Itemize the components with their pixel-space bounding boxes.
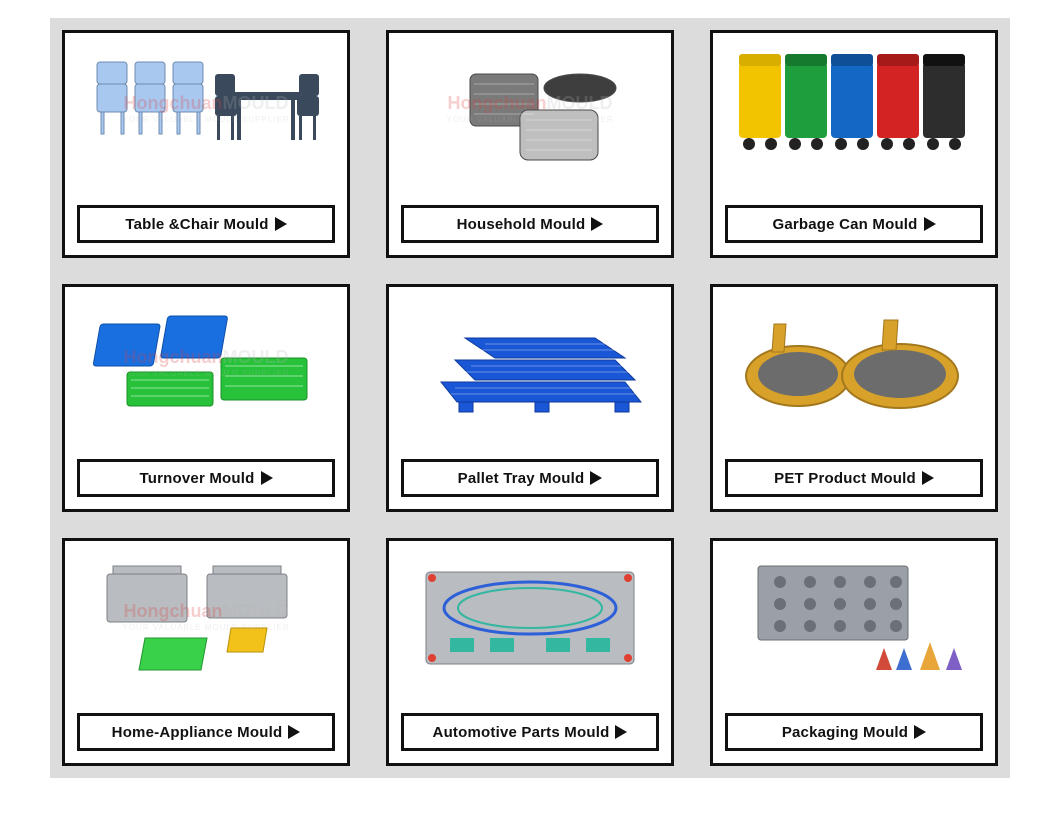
automotive-button[interactable]: Automotive Parts Mould bbox=[401, 713, 659, 751]
card-automotive: Automotive Parts Mould bbox=[386, 538, 674, 766]
label-text: Turnover Mould bbox=[139, 470, 254, 487]
card-home-appliance: HongchuanMOULD YOUR VALUABLE MOULD SUPPL… bbox=[62, 538, 350, 766]
illus-table-chair bbox=[75, 43, 337, 175]
table-chair-button[interactable]: Table &Chair Mould bbox=[77, 205, 335, 243]
pet-product-button[interactable]: PET Product Mould bbox=[725, 459, 983, 497]
label-text: Household Mould bbox=[457, 216, 586, 233]
arrow-right-icon bbox=[275, 217, 287, 231]
label-text: Garbage Can Mould bbox=[772, 216, 917, 233]
illus-pet-product bbox=[723, 297, 985, 429]
card-household: HongchuanMOULD YOUR VALUABLE MOULD SUPPL… bbox=[386, 30, 674, 258]
pallet-tray-button[interactable]: Pallet Tray Mould bbox=[401, 459, 659, 497]
label-text: PET Product Mould bbox=[774, 470, 916, 487]
packaging-button[interactable]: Packaging Mould bbox=[725, 713, 983, 751]
card-pallet-tray: Pallet Tray Mould bbox=[386, 284, 674, 512]
product-category-grid: HongchuanMOULD YOUR VALUABLE MOULD SUPPL… bbox=[50, 18, 1010, 778]
card-table-chair: HongchuanMOULD YOUR VALUABLE MOULD SUPPL… bbox=[62, 30, 350, 258]
label-text: Automotive Parts Mould bbox=[433, 724, 610, 741]
illus-home-appliance bbox=[75, 551, 337, 683]
card-turnover: HongchuanMOULD YOUR VALUABLE MOULD SUPPL… bbox=[62, 284, 350, 512]
card-garbage-can: Garbage Can Mould bbox=[710, 30, 998, 258]
arrow-right-icon bbox=[924, 217, 936, 231]
arrow-right-icon bbox=[591, 217, 603, 231]
arrow-right-icon bbox=[590, 471, 602, 485]
label-text: Home-Appliance Mould bbox=[112, 724, 283, 741]
illus-pallet-tray bbox=[399, 297, 661, 429]
label-text: Table &Chair Mould bbox=[125, 216, 268, 233]
label-text: Packaging Mould bbox=[782, 724, 908, 741]
label-text: Pallet Tray Mould bbox=[458, 470, 585, 487]
home-appliance-button[interactable]: Home-Appliance Mould bbox=[77, 713, 335, 751]
garbage-can-button[interactable]: Garbage Can Mould bbox=[725, 205, 983, 243]
card-packaging: Packaging Mould bbox=[710, 538, 998, 766]
arrow-right-icon bbox=[261, 471, 273, 485]
illus-household bbox=[399, 43, 661, 175]
arrow-right-icon bbox=[922, 471, 934, 485]
arrow-right-icon bbox=[615, 725, 627, 739]
turnover-button[interactable]: Turnover Mould bbox=[77, 459, 335, 497]
illus-packaging bbox=[723, 551, 985, 683]
arrow-right-icon bbox=[914, 725, 926, 739]
household-button[interactable]: Household Mould bbox=[401, 205, 659, 243]
arrow-right-icon bbox=[288, 725, 300, 739]
illus-turnover bbox=[75, 297, 337, 429]
card-pet-product: PET Product Mould bbox=[710, 284, 998, 512]
illus-garbage-can bbox=[723, 43, 985, 175]
illus-automotive bbox=[399, 551, 661, 683]
